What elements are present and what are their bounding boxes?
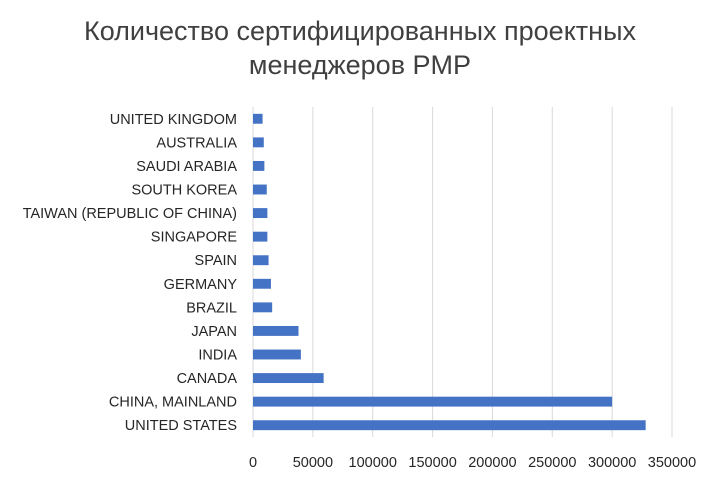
bar [253, 373, 324, 384]
category-label: CHINA, MAINLAND [109, 395, 237, 411]
category-label: GERMANY [164, 277, 238, 293]
chart-title-line-1: Количество сертифицированных проектных [83, 16, 636, 46]
x-tick-label: 150000 [408, 455, 456, 471]
x-tick-label: 300000 [588, 455, 636, 471]
x-tick-label: 0 [249, 455, 257, 471]
category-label: UNITED STATES [125, 418, 237, 434]
category-label: TAIWAN (REPUBLIC OF CHINA) [23, 206, 237, 222]
x-tick-label: 50000 [293, 455, 333, 471]
category-label: SOUTH KOREA [131, 183, 237, 199]
category-label: BRAZIL [186, 300, 237, 316]
category-label: JAPAN [191, 324, 237, 340]
bar [253, 184, 267, 195]
bar [253, 302, 273, 313]
bar [253, 113, 263, 124]
bar [253, 208, 268, 219]
x-tick-label: 250000 [528, 455, 576, 471]
bars [253, 113, 646, 431]
gridlines [252, 107, 673, 437]
bar [253, 349, 301, 360]
x-tick-labels: 0 50000 100000 150000 200000 250000 300000 3500… [249, 455, 696, 471]
chart-title: Количество сертифицированных проектных м… [0, 14, 720, 82]
category-label: UNITED KINGDOM [110, 112, 237, 128]
category-label: SPAIN [195, 253, 237, 269]
bar [253, 231, 268, 242]
x-tick-label: 200000 [468, 455, 516, 471]
bar [253, 137, 264, 148]
category-label: AUSTRALIA [156, 135, 237, 151]
bar [253, 396, 613, 407]
category-label: INDIA [198, 348, 237, 364]
bar [253, 325, 299, 336]
bar [253, 278, 271, 289]
category-labels: UNITED STATES CHINA, MAINLAND CANADA INDIA J… [23, 112, 238, 434]
chart-title-line-2: менеджеров PMP [248, 50, 472, 80]
category-label: SAUDI ARABIA [136, 159, 237, 175]
x-tick-label: 350000 [648, 455, 696, 471]
bar [253, 160, 265, 171]
category-label: CANADA [177, 371, 238, 387]
category-label: SINGAPORE [151, 230, 238, 246]
x-tick-label: 100000 [349, 455, 397, 471]
bar [253, 420, 646, 431]
bar [253, 255, 269, 266]
